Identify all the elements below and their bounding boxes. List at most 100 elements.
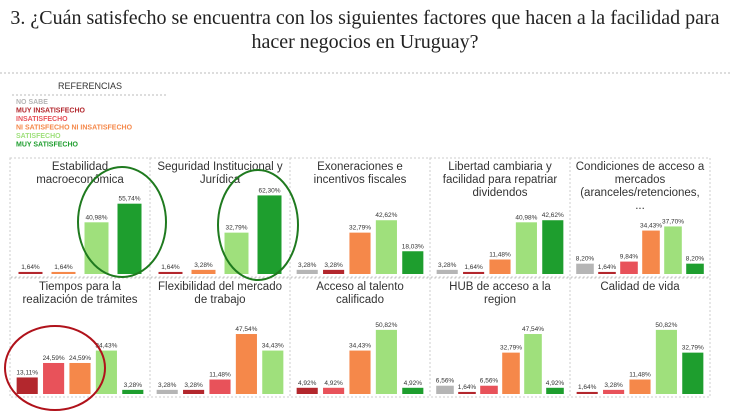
value-label: 50,82% (655, 322, 677, 329)
panel-frame (9, 157, 151, 278)
bar (463, 271, 485, 274)
panel-title: Seguridad Institucional y Jurídica (157, 161, 283, 186)
bar (209, 379, 231, 394)
bar (323, 387, 345, 394)
panel-title-line: Libertad cambiaria y (448, 161, 552, 173)
value-label: 18,03% (402, 243, 424, 250)
value-label: 32,79% (225, 225, 247, 232)
value-label: 4,92% (404, 380, 423, 387)
panel-title-line: Condiciones de acceso a (576, 161, 705, 173)
panel-title-line: de trabajo (194, 294, 245, 306)
panel-title-line: ... (635, 200, 645, 212)
value-label: 32,79% (500, 345, 522, 352)
bar (183, 389, 205, 394)
value-label: 11,48% (629, 372, 651, 379)
bar (576, 263, 594, 274)
value-label: 55,74% (118, 196, 140, 203)
legend-entry: NI SATISFECHO NI INSATISFECHO (16, 125, 133, 132)
panel-frame (569, 277, 711, 398)
panel-title-line: realización de trámites (22, 294, 137, 306)
bar (480, 385, 498, 394)
bar (349, 350, 371, 394)
panel-frame (149, 157, 291, 278)
value-label: 3,28% (604, 382, 623, 389)
panel-title-line: macroeconómica (36, 174, 124, 186)
bar (224, 232, 249, 274)
bar (655, 329, 677, 394)
bar (16, 377, 38, 394)
value-label: 1,64% (161, 264, 180, 271)
highlight-circle (217, 169, 299, 281)
bar (156, 389, 178, 394)
value-label: 11,48% (489, 252, 511, 259)
bar (502, 352, 520, 394)
value-label: 8,20% (686, 256, 705, 263)
panel-title-line: Tiempos para la (39, 281, 122, 293)
panel-title: Calidad de vida (600, 281, 680, 293)
panel-title: Flexibilidad del mercado de trabajo (158, 281, 282, 306)
legend-entry: INSATISFECHO (16, 116, 68, 123)
value-label: 34,43% (640, 223, 662, 230)
value-label: 13,11% (16, 369, 38, 376)
value-label: 4,92% (298, 380, 317, 387)
value-label: 3,28% (298, 262, 317, 269)
bar (686, 263, 704, 274)
bar (257, 195, 282, 274)
panel-title-line: (aranceles/retenciones, (580, 187, 700, 199)
value-label: 47,54% (235, 326, 257, 333)
highlight-circle (4, 325, 106, 411)
panel-title-line: Flexibilidad del mercado (158, 281, 282, 293)
bar (323, 269, 345, 274)
legend-title: REFERENCIAS (58, 81, 122, 91)
panel-title: Condiciones de acceso a mercados (arancele… (576, 161, 705, 212)
bar (84, 222, 109, 274)
panel-frame (149, 277, 291, 398)
value-label: 42,62% (542, 212, 564, 219)
bar (664, 226, 682, 274)
bar (375, 329, 397, 394)
value-label: 3,28% (158, 382, 177, 389)
bar (296, 269, 318, 274)
panel-title: Acceso al talento calificado (316, 281, 404, 306)
highlight-circle (77, 166, 167, 278)
value-label: 34,43% (262, 343, 284, 350)
panel-title: Estabilidad macroeconómica (36, 161, 124, 186)
value-label: 50,82% (375, 322, 397, 329)
value-label: 1,64% (54, 264, 73, 271)
panel-title-line: region (484, 294, 516, 306)
legend-entry: MUY SATISFECHO (16, 142, 79, 149)
bar (620, 261, 638, 274)
panel-frame (429, 277, 571, 398)
value-label: 1,64% (458, 384, 477, 391)
bar (122, 389, 144, 394)
value-label: 3,28% (124, 382, 143, 389)
value-label: 1,64% (21, 264, 40, 271)
panel-title-line: facilidad para repatriar (443, 174, 558, 186)
value-label: 3,28% (194, 262, 213, 269)
value-label: 8,20% (576, 256, 595, 263)
value-label: 42,62% (375, 212, 397, 219)
bar (603, 389, 625, 394)
bar (296, 387, 318, 394)
value-label: 24,59% (43, 355, 65, 362)
value-label: 37,70% (662, 218, 684, 225)
value-label: 6,56% (480, 378, 499, 385)
bar (542, 220, 564, 274)
value-label: 32,79% (349, 225, 371, 232)
bar (598, 271, 616, 274)
panel-title: Libertad cambiaria y facilidad para repat… (443, 161, 558, 199)
value-label: 34,43% (349, 343, 371, 350)
bar (375, 220, 397, 274)
panel-title-line: mercados (615, 174, 666, 186)
legend-entry: SATISFECHO (16, 133, 61, 140)
bar (489, 259, 511, 274)
legend-entry: NO SABE (16, 99, 48, 106)
value-label: 4,92% (546, 380, 565, 387)
value-label: 32,79% (682, 345, 704, 352)
bar (546, 387, 564, 394)
bar (576, 391, 598, 394)
bar (158, 271, 183, 274)
bar (117, 203, 142, 274)
